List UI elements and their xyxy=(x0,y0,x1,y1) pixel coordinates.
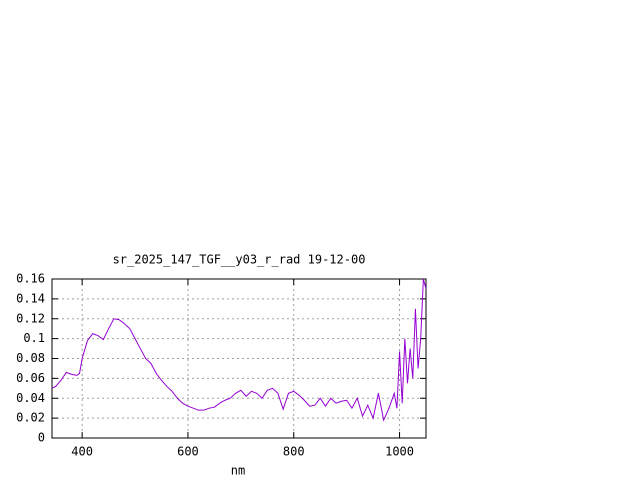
chart-title: sr_2025_147_TGF__y03_r_rad 19-12-00 xyxy=(113,253,366,267)
y-tick-label: 0 xyxy=(38,431,45,445)
x-tick-label: 400 xyxy=(71,445,93,459)
y-tick-label: 0.08 xyxy=(16,351,45,365)
x-tick-label: 1000 xyxy=(385,445,414,459)
y-tick-label: 0.06 xyxy=(16,371,45,385)
x-axis-label: nm xyxy=(231,464,245,478)
y-tick-label: 0.04 xyxy=(16,391,45,405)
plot-frame xyxy=(51,278,427,439)
y-tick-label: 0.16 xyxy=(16,272,45,286)
x-tick-label: 600 xyxy=(177,445,199,459)
y-tick-label: 0.12 xyxy=(16,311,45,325)
y-tick-label: 0.1 xyxy=(23,331,45,345)
data-line xyxy=(51,278,427,422)
y-tick-label: 0.02 xyxy=(16,411,45,425)
y-tick-label: 0.14 xyxy=(16,291,45,305)
x-tick-label: 800 xyxy=(283,445,305,459)
